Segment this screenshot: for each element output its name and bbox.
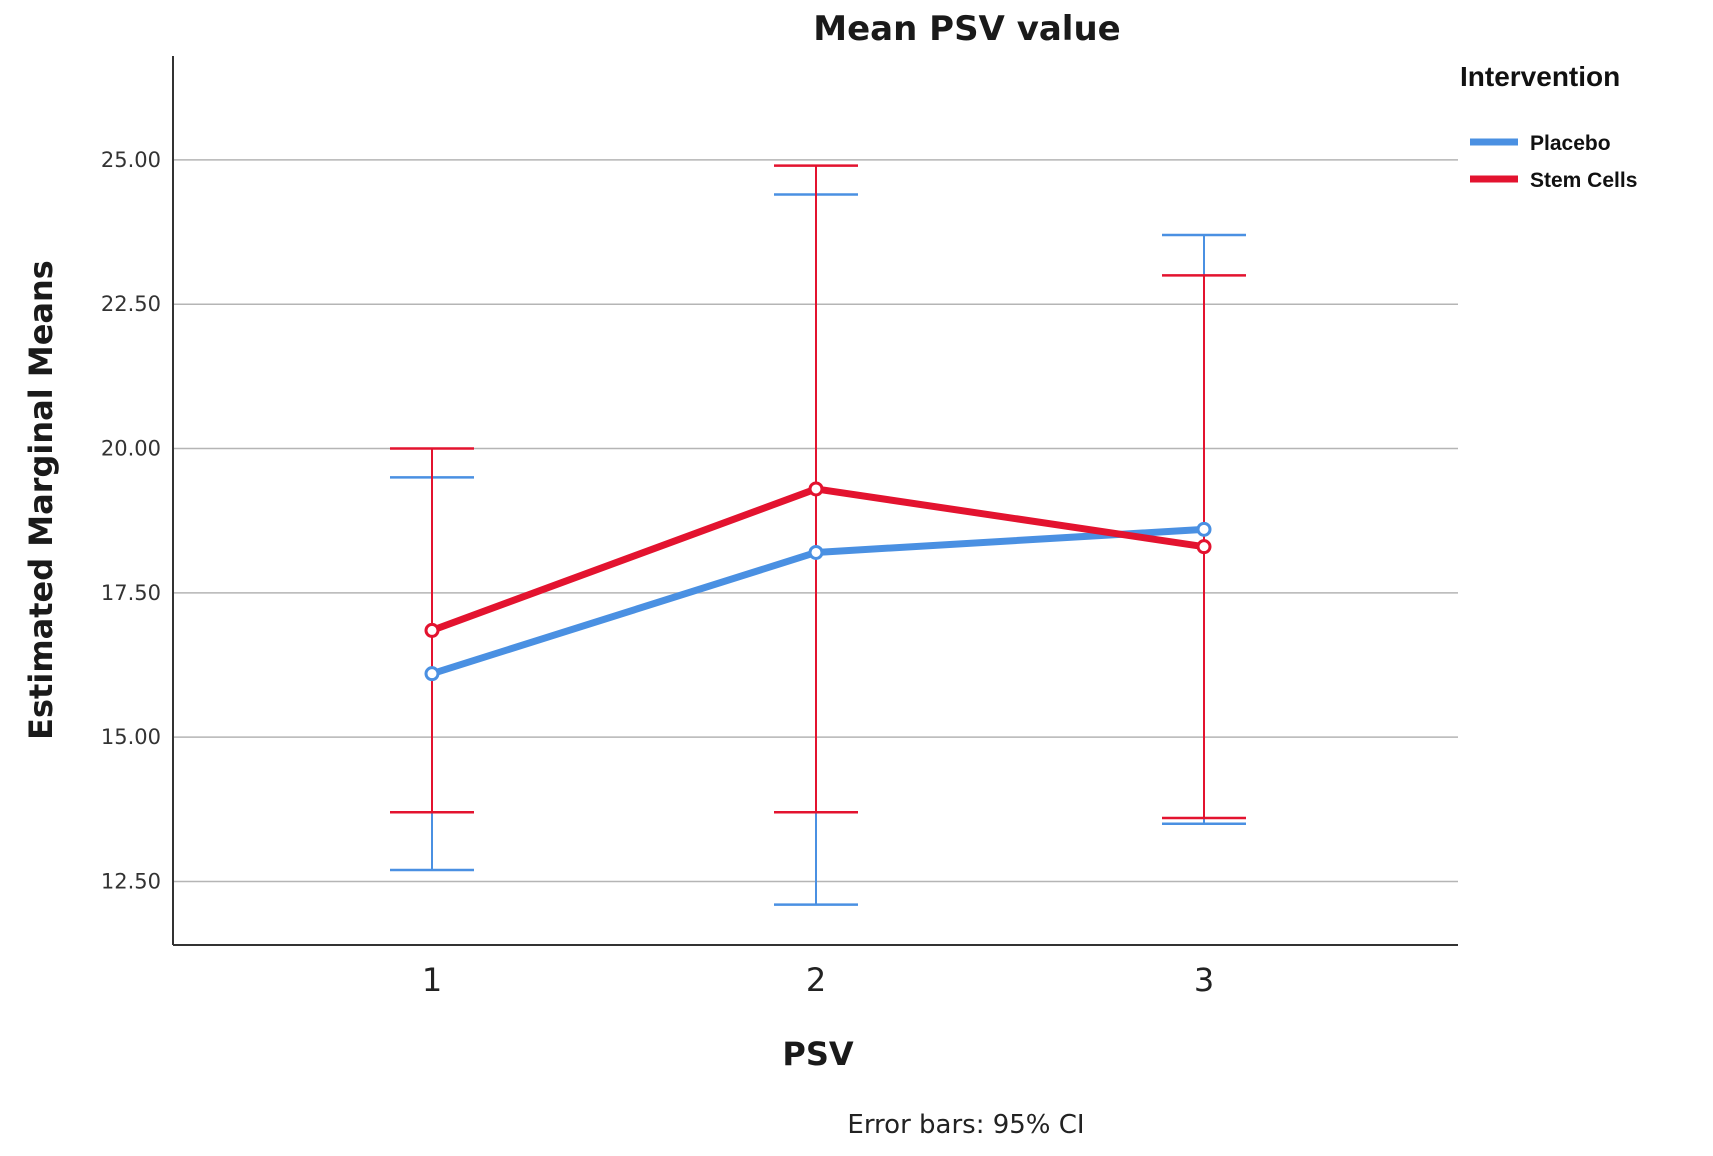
series-lines [428,485,1208,678]
error-bars-note: Error bars: 95% CI [847,1110,1084,1140]
legend: Intervention Placebo Stem Cells [1460,61,1637,192]
data-point [424,622,440,638]
y-axis-title: Estimated Marginal Means [22,260,60,740]
data-point [808,481,824,497]
series-markers [424,481,1212,682]
legend-title: Intervention [1460,61,1620,92]
y-tick-label: 20.00 [101,437,161,461]
data-point [808,544,824,560]
data-point [1196,539,1212,555]
y-tick-label: 12.50 [101,870,161,894]
y-axis-ticks: 12.50 15.00 17.50 20.00 22.50 25.00 [101,148,161,894]
x-tick-label: 3 [1194,961,1214,999]
x-tick-label: 1 [422,961,442,999]
x-axis-title: PSV [782,1035,854,1073]
x-axis-ticks: 1 2 3 [422,961,1214,999]
x-tick-label: 2 [806,961,826,999]
y-tick-label: 17.50 [101,581,161,605]
chart-title: Mean PSV value [813,9,1120,49]
y-tick-label: 15.00 [101,725,161,749]
y-tick-label: 25.00 [101,148,161,172]
legend-label: Placebo [1530,132,1611,155]
legend-item: Stem Cells [1470,169,1637,192]
y-tick-label: 22.50 [101,292,161,316]
legend-label: Stem Cells [1530,169,1637,192]
legend-item: Placebo [1470,132,1611,155]
data-point [1196,521,1212,537]
data-point [424,666,440,682]
